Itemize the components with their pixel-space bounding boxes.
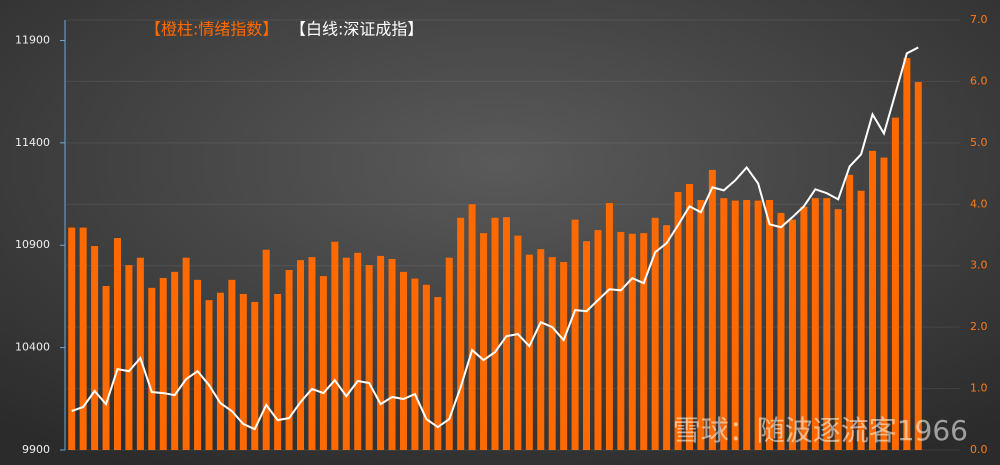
bar (800, 206, 808, 450)
y-tick-label: 9900 (22, 443, 50, 456)
bar (525, 254, 533, 450)
bar (194, 279, 202, 450)
bar (766, 199, 774, 450)
y2-tick-label: 4.0 (970, 197, 988, 210)
bar (754, 200, 762, 450)
bar (731, 200, 739, 450)
bar (674, 192, 682, 450)
bar (869, 150, 877, 451)
y2-tick-label: 0.0 (970, 443, 988, 456)
bar (308, 257, 316, 450)
bar (365, 265, 373, 450)
y2-tick-label: 2.0 (970, 320, 988, 333)
bar (182, 257, 190, 450)
bar (708, 169, 716, 450)
bar (91, 246, 99, 450)
bar (411, 278, 419, 450)
bar (811, 198, 819, 450)
bar (891, 117, 899, 451)
bar (502, 217, 510, 450)
bar (262, 249, 270, 450)
bar (136, 257, 144, 450)
bar (113, 238, 121, 450)
y-tick-label: 10900 (15, 238, 50, 251)
bar (399, 271, 407, 450)
y2-tick-label: 6.0 (970, 74, 988, 87)
y-tick-label: 11900 (15, 33, 50, 46)
bar (605, 203, 613, 450)
bar (663, 225, 671, 450)
bar (285, 270, 293, 450)
bar (79, 227, 87, 450)
bar (422, 284, 430, 450)
y2-tick-label: 3.0 (970, 259, 988, 272)
bar (594, 230, 602, 450)
bar (628, 233, 636, 450)
bar (159, 278, 167, 450)
bar (640, 233, 648, 450)
bar (743, 199, 751, 450)
y2-tick-label: 7.0 (970, 13, 988, 26)
bar (491, 217, 499, 450)
bar (834, 209, 842, 450)
bar (148, 287, 156, 450)
bar (377, 255, 385, 450)
bar (445, 257, 453, 450)
bar (617, 231, 625, 450)
bar (651, 217, 659, 450)
bar (903, 58, 911, 450)
bar (297, 260, 305, 450)
bar (914, 82, 922, 451)
bar (468, 204, 476, 450)
bar (354, 252, 362, 450)
bar (239, 293, 247, 450)
bar (342, 257, 350, 450)
bar (216, 292, 224, 450)
watermark: 雪球：随波逐流客1966 (673, 414, 968, 447)
bar (480, 233, 488, 450)
bar (274, 293, 282, 450)
bar (457, 217, 465, 450)
bar (857, 190, 865, 450)
legend-line: 【白线:深证成指】 (290, 20, 423, 39)
bar (880, 157, 888, 450)
bar (720, 198, 728, 450)
bar (571, 219, 579, 450)
bar (846, 174, 854, 451)
bar (548, 257, 556, 450)
bar (777, 212, 785, 450)
bar (331, 241, 339, 450)
bar (537, 249, 545, 450)
bar (560, 262, 568, 450)
bar (685, 184, 693, 450)
bar (228, 279, 236, 450)
bar (205, 300, 213, 450)
bar (68, 227, 76, 450)
y-tick-label: 10400 (15, 341, 50, 354)
bar (788, 219, 796, 450)
line (71, 46, 919, 431)
bar (697, 199, 705, 450)
bar (823, 198, 831, 450)
legend-bars: 【橙柱:情绪指数】 (145, 20, 278, 39)
y-tick-label: 11400 (15, 136, 50, 149)
bar (102, 285, 110, 450)
y2-tick-label: 1.0 (970, 382, 988, 395)
bar (388, 258, 396, 450)
bar (251, 301, 259, 450)
bar (319, 276, 327, 450)
bar (171, 271, 179, 450)
bar (514, 235, 522, 450)
bar (125, 265, 133, 450)
bar (434, 297, 442, 450)
bar (583, 241, 591, 450)
y2-tick-label: 5.0 (970, 136, 988, 149)
